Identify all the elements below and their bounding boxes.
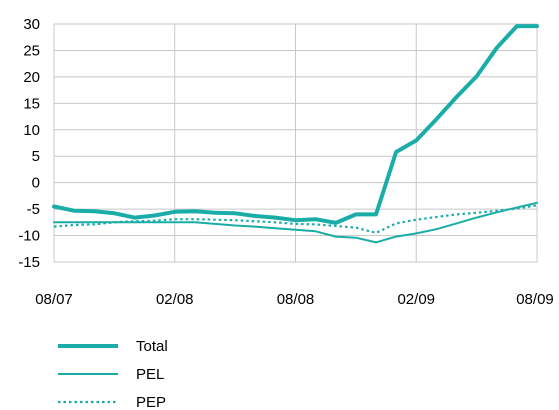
y-tick-label: 30 (23, 16, 40, 33)
y-tick-label: 10 (23, 122, 40, 139)
grid (53, 23, 538, 263)
y-tick-label: 5 (32, 148, 40, 165)
y-tick-label: -5 (27, 201, 40, 218)
legend-label-total: Total (136, 338, 168, 355)
x-tick-label: 08/07 (35, 291, 73, 308)
y-tick-label: 15 (23, 95, 40, 112)
x-tick-label: 08/09 (516, 291, 554, 308)
legend-label-pel: PEL (136, 366, 164, 383)
y-tick-label: 0 (32, 175, 40, 192)
series-lines (52, 24, 539, 244)
x-tick-label: 02/08 (156, 291, 194, 308)
series-line-pel (53, 201, 538, 244)
legend-label-pep: PEP (136, 394, 166, 410)
series-line-total (52, 24, 539, 225)
y-tick-label: 20 (23, 69, 40, 86)
x-tick-label: 08/08 (277, 291, 315, 308)
legend: Total PEL PEP (58, 338, 168, 410)
y-tick-label: -10 (18, 228, 40, 245)
y-tick-label: 25 (23, 42, 40, 59)
y-tick-label: -15 (18, 254, 40, 271)
x-axis: 08/07 02/08 08/08 02/09 08/09 (35, 291, 554, 308)
x-tick-label: 02/09 (397, 291, 435, 308)
y-axis: 30 25 20 15 10 5 0 -5 -10 -15 (18, 16, 40, 271)
